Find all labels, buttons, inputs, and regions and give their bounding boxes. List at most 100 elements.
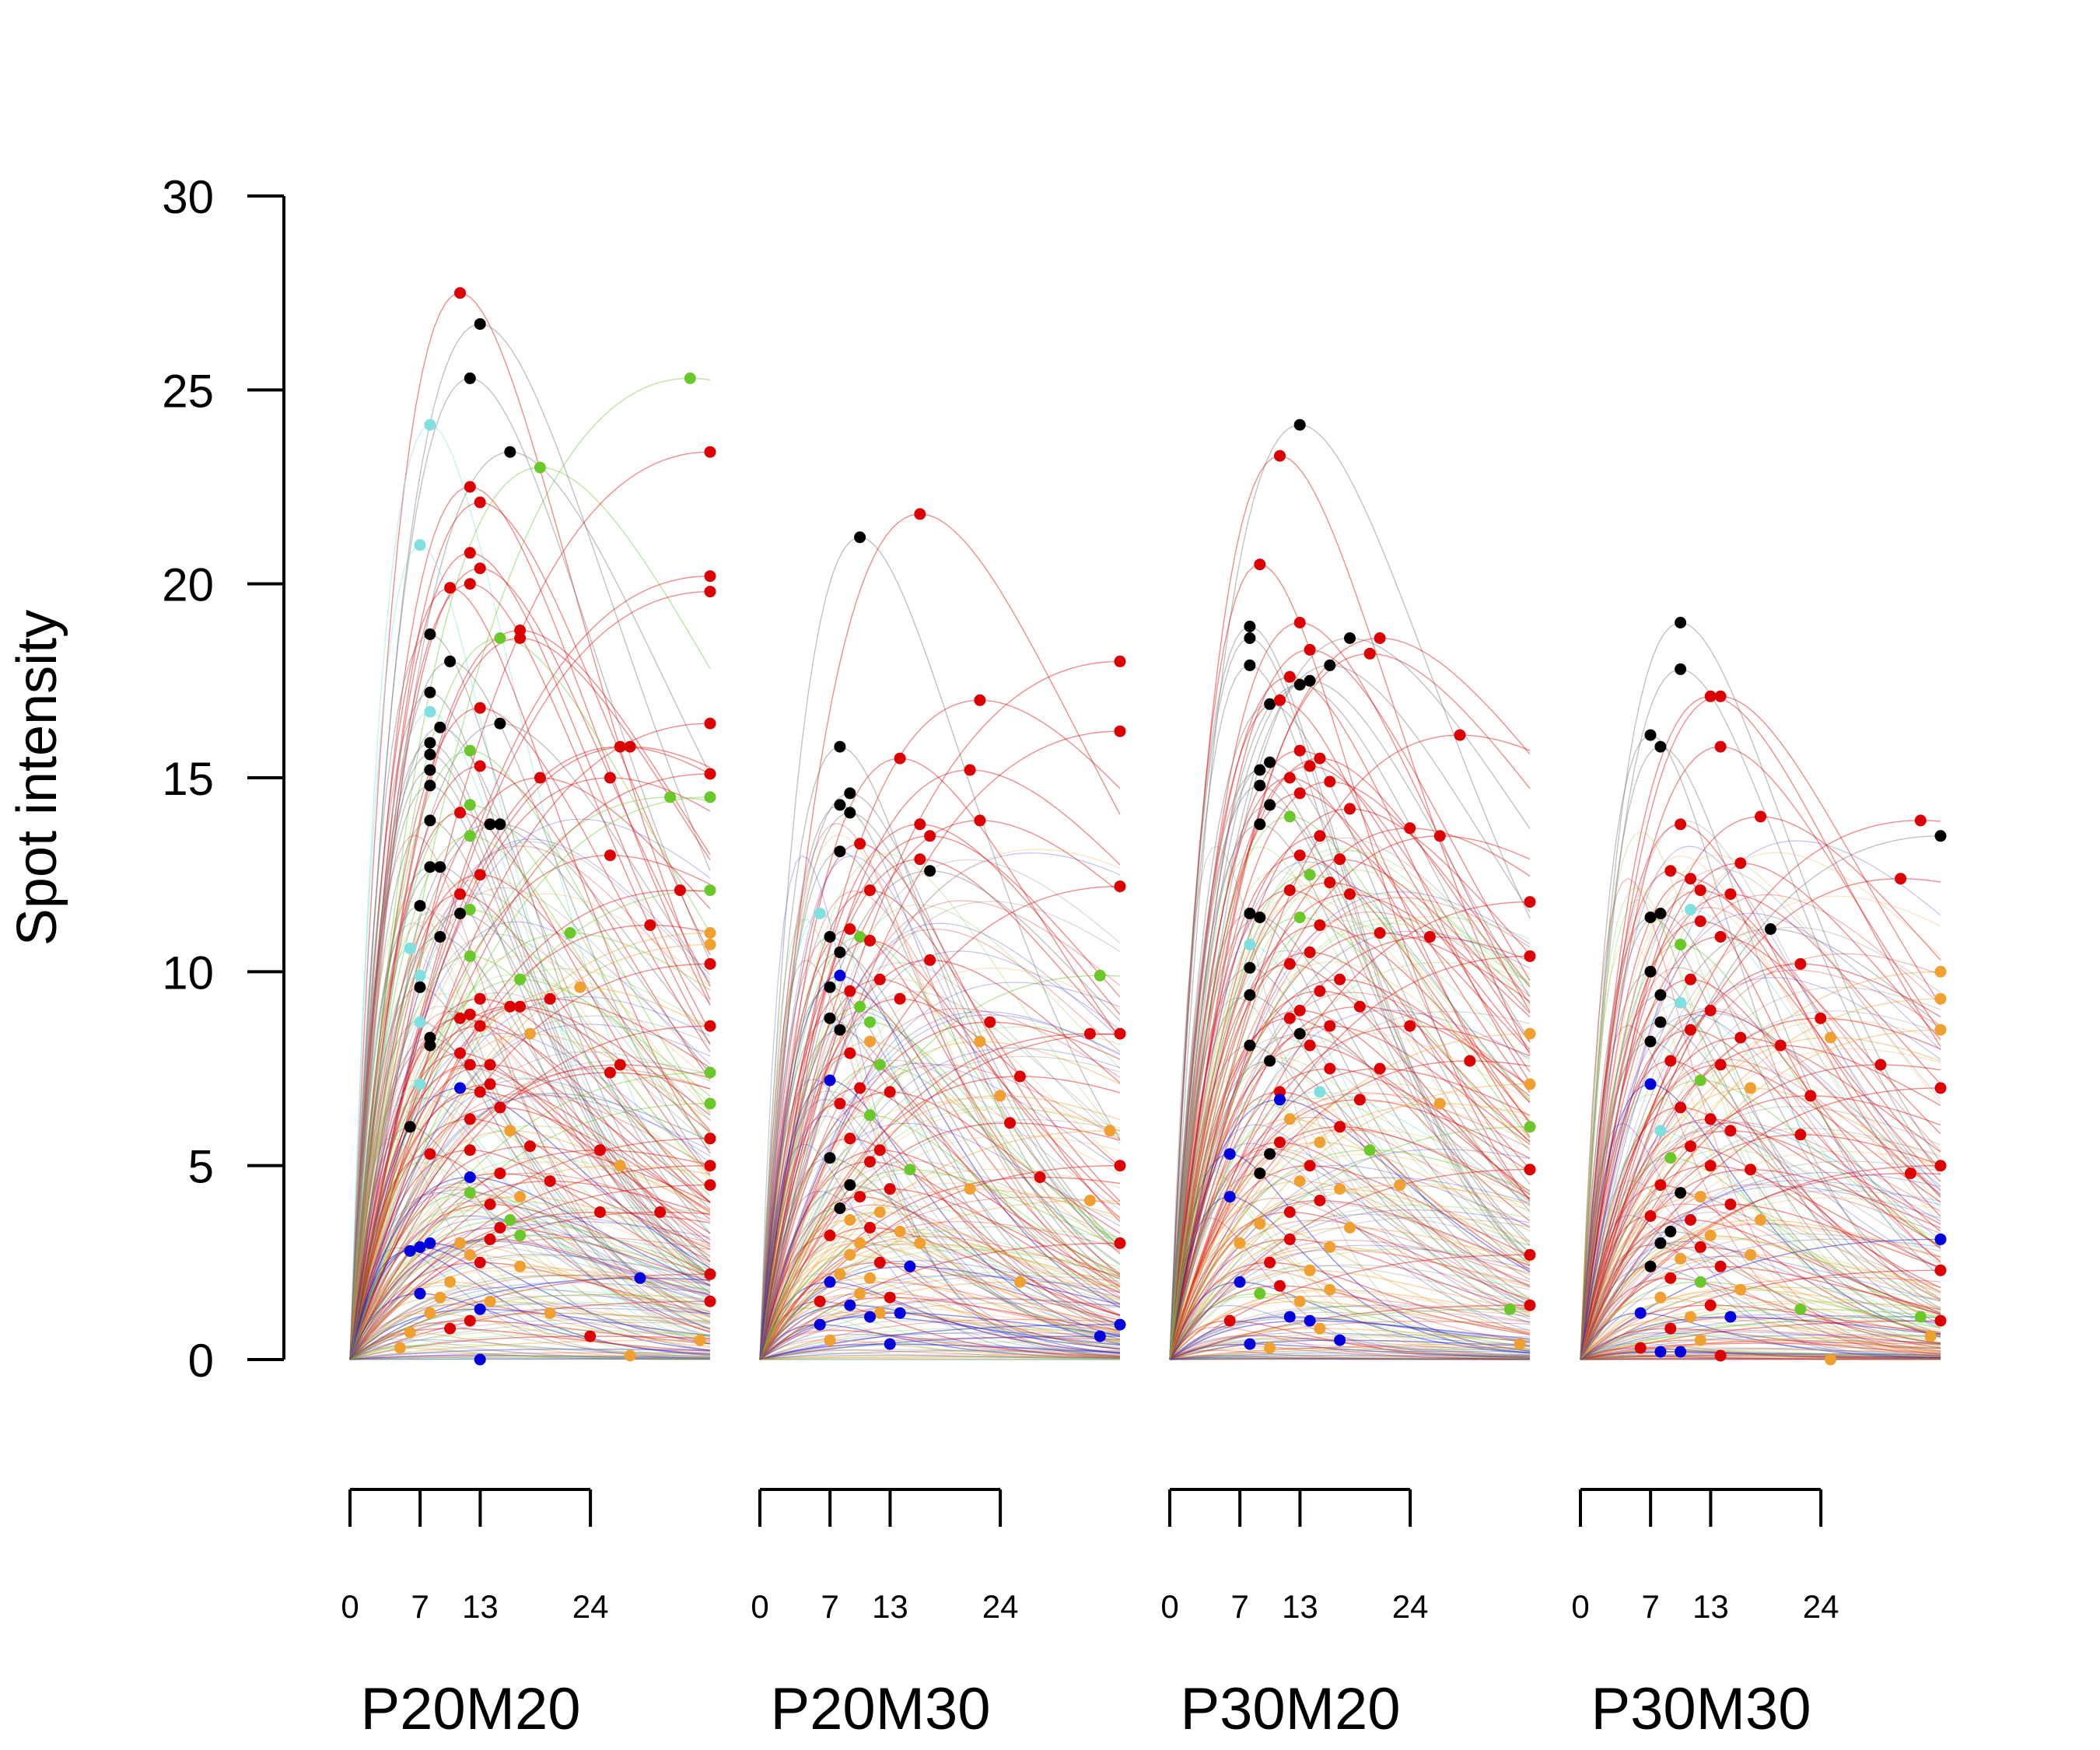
fit-curve <box>1169 676 1531 1360</box>
data-point <box>873 1256 886 1269</box>
data-point <box>834 845 846 858</box>
fit-curve <box>1169 1349 1531 1360</box>
fit-curve <box>1169 1354 1531 1360</box>
data-point <box>454 287 466 299</box>
data-point <box>444 582 457 594</box>
data-point <box>1363 647 1376 660</box>
fit-curve <box>349 1172 711 1360</box>
fit-curve <box>1169 1332 1531 1360</box>
data-point <box>884 1291 896 1304</box>
fit-curve <box>1580 1122 1941 1360</box>
fit-curve <box>349 1165 711 1360</box>
time-tick-label: 24 <box>982 1588 1019 1625</box>
data-point <box>474 1020 486 1032</box>
time-tick-label: 7 <box>1641 1588 1659 1625</box>
fit-curve <box>1169 1336 1531 1360</box>
fit-curve <box>1580 891 1941 1360</box>
data-point <box>974 1035 986 1048</box>
fit-curve <box>759 1230 1121 1360</box>
fit-curve <box>349 568 711 1360</box>
data-point <box>864 1035 876 1048</box>
fit-curve <box>1580 1134 1941 1360</box>
fit-curve <box>759 978 1121 1360</box>
data-point <box>1223 1148 1236 1160</box>
data-point <box>634 1272 646 1284</box>
fit-curve <box>1169 835 1531 1360</box>
fit-curve <box>759 1026 1121 1360</box>
fit-curve <box>349 1216 711 1360</box>
data-point <box>1734 1283 1747 1296</box>
data-point <box>844 1179 856 1192</box>
fit-curve <box>1169 924 1531 1360</box>
fit-curve <box>349 1319 711 1360</box>
fit-curve <box>1169 915 1531 1360</box>
data-point <box>1293 617 1306 628</box>
data-point <box>1334 1334 1346 1346</box>
data-point <box>414 1287 426 1300</box>
fit-curve <box>1169 793 1531 1360</box>
fit-curve <box>1580 1164 1941 1360</box>
data-point <box>1704 1113 1717 1125</box>
fit-curve <box>1169 943 1531 1360</box>
fit-curve <box>759 1094 1121 1360</box>
fit-curve <box>1169 1326 1531 1360</box>
fit-curve <box>1580 898 1941 1360</box>
data-point <box>1704 1299 1717 1311</box>
fit-curve <box>1169 455 1531 1360</box>
fit-curve <box>1169 1358 1530 1360</box>
data-point <box>894 752 906 765</box>
fit-curve <box>1580 1150 1941 1360</box>
fit-curve <box>759 1234 1121 1360</box>
data-point <box>873 1206 886 1218</box>
data-point <box>534 772 546 784</box>
data-point <box>484 818 496 831</box>
data-point <box>494 632 506 644</box>
fit-curve <box>349 820 711 1360</box>
fit-curve <box>349 1254 711 1360</box>
fit-curve <box>1169 1153 1531 1360</box>
fit-curve <box>349 921 711 1360</box>
fit-curve <box>349 711 711 1360</box>
fit-curve <box>1169 1338 1531 1360</box>
data-point <box>1254 764 1266 776</box>
fit-curve <box>1580 1265 1941 1360</box>
fit-curve <box>349 1067 711 1360</box>
fit-curve <box>1580 1242 1941 1360</box>
data-point <box>1675 1187 1687 1199</box>
data-point <box>1934 1314 1947 1327</box>
fit-curve <box>1169 781 1531 1360</box>
data-point <box>704 570 716 583</box>
fit-curve <box>349 933 711 1360</box>
fit-curve <box>759 1017 1121 1360</box>
fit-curve <box>759 1332 1121 1360</box>
fit-curve <box>759 1343 1121 1360</box>
time-tick-label: 13 <box>1282 1588 1318 1625</box>
fit-curve <box>1580 1254 1941 1360</box>
data-point <box>704 586 716 598</box>
fit-curve <box>759 859 1121 1360</box>
fit-curve <box>1580 1122 1941 1360</box>
fit-curve <box>1580 1320 1941 1360</box>
data-point <box>1644 1035 1657 1048</box>
fit-curve <box>1169 1358 1530 1360</box>
fit-curve <box>759 1149 1121 1360</box>
fit-curve <box>759 1064 1121 1360</box>
fit-curve <box>759 1356 1120 1360</box>
fit-curve <box>759 1011 1121 1360</box>
fit-curve <box>759 513 1121 1360</box>
data-point <box>514 1229 527 1241</box>
fit-curve <box>1169 1057 1531 1360</box>
data-point <box>844 1248 856 1261</box>
fit-curve <box>349 1186 711 1360</box>
fit-curve <box>349 1345 710 1360</box>
fit-curve <box>1580 1241 1941 1360</box>
fit-curve <box>349 1052 711 1360</box>
data-point <box>824 1152 836 1164</box>
data-point <box>1423 931 1436 943</box>
fit-curve <box>1580 1013 1941 1360</box>
fit-curve <box>1169 1149 1531 1360</box>
fit-curve <box>349 1345 711 1360</box>
fit-curve <box>759 1182 1121 1360</box>
fit-curve <box>1580 855 1941 1360</box>
data-point <box>854 838 866 850</box>
